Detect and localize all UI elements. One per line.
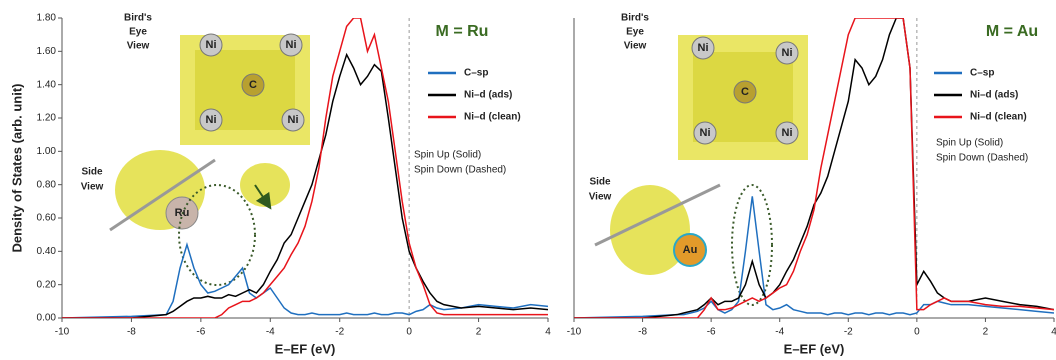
x-tick-label: -6: [707, 327, 716, 338]
x-tick-label: -8: [638, 327, 647, 338]
legend-label: C–sp: [464, 68, 488, 79]
legend-label: Ni–d (clean): [970, 112, 1027, 123]
x-tick-label: -10: [567, 327, 582, 338]
x-axis-label: E–EF (eV): [275, 341, 336, 356]
x-tick-label: -8: [127, 327, 136, 338]
y-tick-label: 0.20: [37, 279, 57, 290]
atom-label: Ni: [206, 114, 217, 126]
x-tick-label: 4: [1051, 327, 1056, 338]
y-axis-label: Density of States (arb. unit): [9, 83, 24, 252]
annotation: View: [589, 192, 612, 203]
figure: -10 -8 -6 -4 -2 0 2 4 0.00 0.20 0.40 0.60 0.80 1.00 1.…: [0, 0, 1056, 360]
annotation: Spin Up (Solid): [414, 150, 481, 161]
annotation: Eye: [129, 27, 147, 38]
inset-ru: [110, 35, 310, 285]
atom-label: Ni: [288, 114, 299, 126]
legend-label: Ni–d (ads): [970, 90, 1018, 101]
x-tick-label: 0: [406, 327, 412, 338]
atom-label: Ni: [700, 127, 711, 139]
annotation: M = Ru: [436, 23, 489, 40]
y-tick-label: 0.60: [37, 213, 57, 224]
annotation: Spin Up (Solid): [936, 138, 1003, 149]
atom-label: Ni: [206, 39, 217, 51]
atom-label: C: [249, 79, 257, 91]
y-tick-label: 1.80: [37, 13, 57, 24]
atom-label: Ni: [698, 42, 709, 54]
inset-au: [595, 35, 808, 305]
atom-label: C: [741, 86, 749, 98]
x-tick-label: -2: [335, 327, 344, 338]
x-tick-label: -6: [196, 327, 205, 338]
atom-label: Ni: [782, 47, 793, 59]
annotation: Bird's: [124, 13, 152, 24]
x-tick-label: -4: [266, 327, 275, 338]
y-tick-label: 0.80: [37, 179, 57, 190]
legend-label: C–sp: [970, 68, 994, 79]
x-tick-label: 0: [914, 327, 920, 338]
x-axis-label: E–EF (eV): [784, 341, 845, 356]
atom-label: Ru: [175, 207, 190, 219]
x-tick-label: -10: [55, 327, 70, 338]
atom-label: Au: [683, 244, 698, 256]
annotation: Side: [81, 167, 103, 178]
annotation: View: [624, 41, 647, 52]
annotation: Side: [589, 177, 611, 188]
legend-label: Ni–d (clean): [464, 112, 521, 123]
atom-label: Ni: [782, 127, 793, 139]
atom-label: Ni: [286, 39, 297, 51]
x-tick-label: -2: [844, 327, 853, 338]
y-tick-label: 1.60: [37, 46, 57, 57]
legend-label: Ni–d (ads): [464, 90, 512, 101]
y-tick-label: 0.00: [37, 313, 57, 324]
y-tick-label: 0.40: [37, 246, 57, 257]
annotation: Eye: [626, 27, 644, 38]
x-tick-label: -4: [775, 327, 784, 338]
y-tick-label: 1.40: [37, 79, 57, 90]
annotation: Spin Down (Dashed): [414, 165, 506, 176]
x-tick-label: 2: [983, 327, 989, 338]
y-tick-label: 1.00: [37, 146, 57, 157]
y-tick-label: 1.20: [37, 113, 57, 124]
annotation: View: [127, 41, 150, 52]
x-tick-label: 2: [476, 327, 482, 338]
annotation: Bird's: [621, 13, 649, 24]
annotation: Spin Down (Dashed): [936, 153, 1028, 164]
annotation: View: [81, 182, 104, 193]
x-tick-label: 4: [545, 327, 551, 338]
annotation: M = Au: [986, 23, 1038, 40]
